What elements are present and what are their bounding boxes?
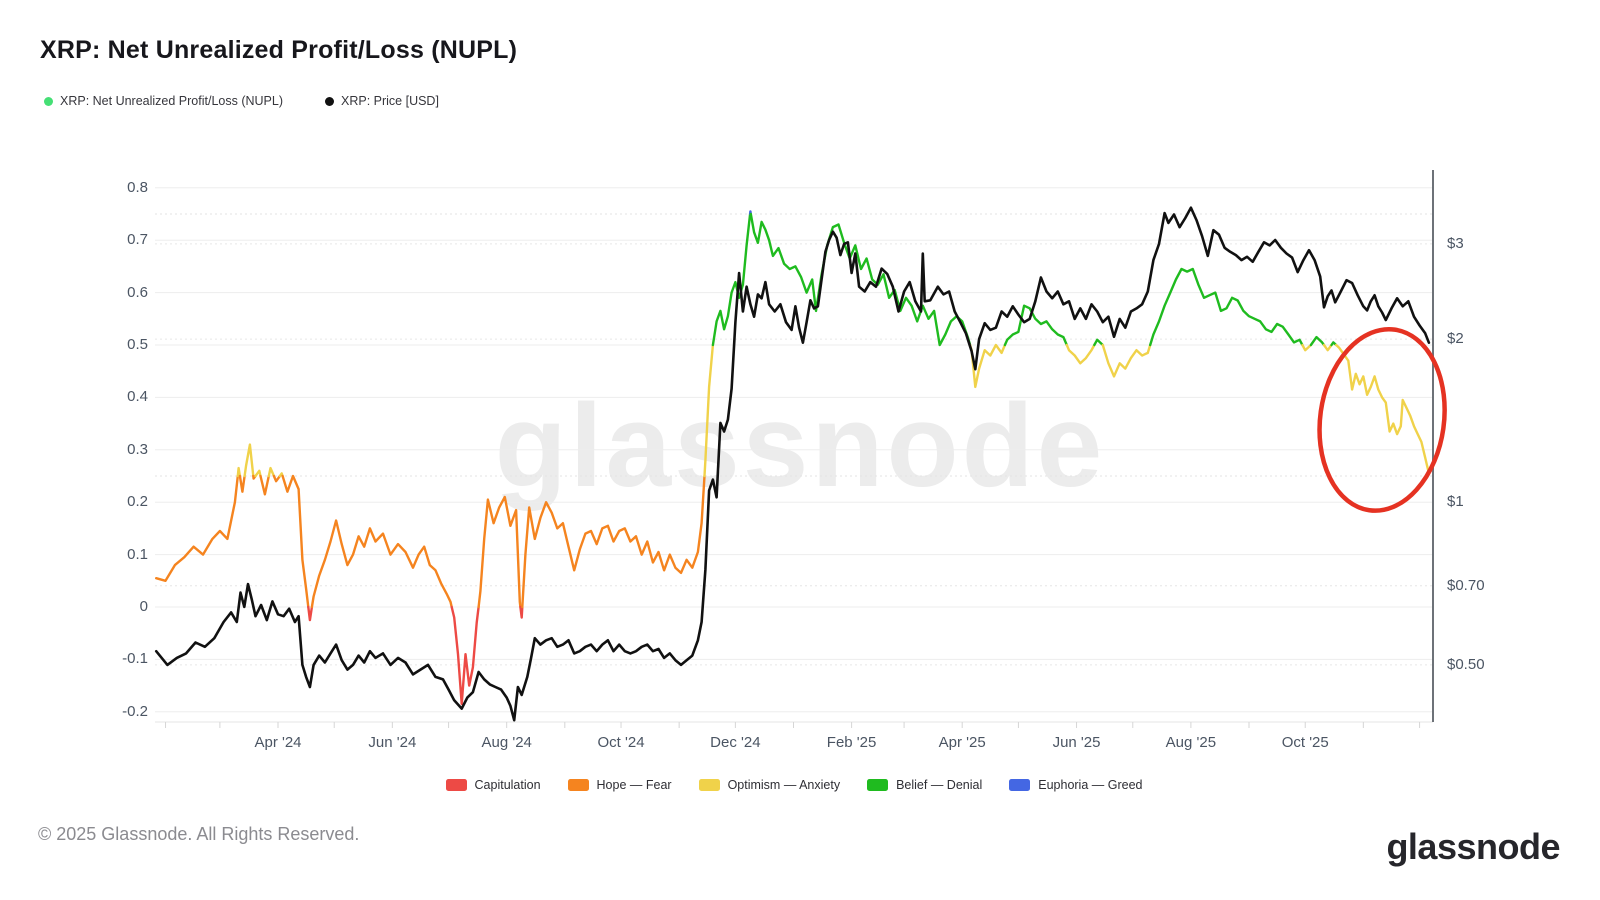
x-axis-tick-label: Aug '25 [1165,734,1217,751]
band-legend-label: Hope — Fear [596,778,672,792]
left-axis-tick-label: 0 [139,598,148,615]
band-legend-item: Hope — Fear [567,778,672,792]
left-axis-tick-label: 0.5 [127,336,148,353]
nupl-line-segment [1093,338,1105,347]
left-axis-tick-label: 0.7 [127,231,148,249]
nupl-line-segment [703,343,715,478]
left-axis-tick-label: -0.1 [122,650,148,668]
nupl-line-segment [238,474,246,493]
nupl-line-segment [477,495,522,609]
series-legend: XRP: Net Unrealized Profit/Loss (NUPL) XR… [44,94,439,108]
x-axis-tick-label: Oct '24 [597,734,645,751]
band-color-swatch [698,779,720,791]
nupl-line-segment [1322,343,1333,352]
series-legend-label: XRP: Net Unrealized Profit/Loss (NUPL) [60,94,283,108]
x-axis-tick-label: Apr '25 [938,734,986,751]
nupl-line-segment [254,469,262,478]
band-color-swatch [445,779,467,791]
highlight-ellipse-annotation [1317,326,1447,513]
price-line [154,206,1431,722]
glassnode-logo: glassnode [1386,826,1560,867]
price-series-dot-icon [325,96,334,106]
nupl-line-segment [307,605,314,622]
left-axis-tick-label: 0.4 [127,388,148,406]
nupl-line-segment [154,474,240,582]
x-axis-tick-label: Feb '25 [826,734,877,751]
band-color-swatch [1009,779,1031,791]
series-legend-item[interactable]: XRP: Price [USD] [325,94,439,108]
nupl-line-segment [236,466,242,478]
glassnode-watermark: glassnode [494,380,1106,512]
series-legend-label: XRP: Price [USD] [341,94,439,108]
x-axis-tick-label: Apr '24 [254,734,302,751]
band-legend-item: Euphoria — Greed [1009,778,1142,792]
band-legend-label: Belief — Denial [896,778,983,792]
band-legend-item: Capitulation [445,778,541,792]
nupl-band-legend: Capitulation Hope — Fear Optimism — Anxiet… [155,778,1433,792]
right-axis-tick-label: $0.70 [1447,576,1485,594]
right-axis-tick-label: $0.50 [1447,655,1485,673]
nupl-line-segment [1334,343,1431,475]
right-axis-tick-label: $2 [1447,330,1464,348]
nupl-line-segment [267,466,276,478]
band-color-swatch [567,779,589,791]
left-axis-tick-label: 0.6 [127,283,148,301]
x-axis-tick-label: Oct '25 [1281,734,1329,751]
nupl-line-segment [519,605,524,619]
nupl-line-segment [310,519,453,609]
nupl-line-segment [450,605,480,706]
x-axis-tick-label: Jun '25 [1052,734,1101,751]
left-axis-tick-label: 0.2 [127,493,148,511]
right-axis-tick-label: $3 [1447,234,1464,252]
nupl-line-segment [1065,343,1096,365]
nupl-line-segment [1330,341,1338,347]
nupl-line-segment [1301,343,1313,352]
nupl-line-segment [711,212,752,347]
copyright-text: © 2025 Glassnode. All Rights Reserved. [38,824,360,844]
band-legend-item: Belief — Denial [867,778,982,792]
nupl-line-segment [749,212,972,347]
nupl-line-segment [1003,304,1069,347]
band-legend-label: Optimism — Anxiety [727,778,841,792]
series-legend-item[interactable]: XRP: Net Unrealized Profit/Loss (NUPL) [44,94,283,108]
band-legend-label: Capitulation [474,778,541,792]
left-axis-tick-label: 0.8 [127,178,148,196]
right-axis-tick-label: $1 [1447,493,1464,510]
nupl-line-segment [259,474,270,496]
nupl-series-dot-icon [44,96,53,106]
left-axis-tick-label: 0.1 [127,545,148,563]
nupl-line-segment [1309,335,1326,347]
x-axis-tick-label: Dec '24 [710,734,761,751]
x-axis-tick-label: Jun '24 [368,734,417,751]
nupl-line-segment [243,443,255,478]
left-axis-tick-label: 0.3 [127,440,148,458]
nupl-line-segment [1101,343,1152,378]
nupl-line-segment [521,474,706,609]
band-legend-label: Euphoria — Greed [1038,778,1143,792]
x-axis-tick-label: Aug '24 [481,734,532,751]
left-axis-tick-label: -0.2 [122,702,148,720]
page-title: XRP: Net Unrealized Profit/Loss (NUPL) [40,36,518,64]
nupl-line-segment [272,474,282,483]
band-legend-item: Optimism — Anxiety [698,778,841,792]
nupl-line-segment [1148,267,1304,347]
nupl-line-segment [281,474,310,609]
band-color-swatch [867,779,889,791]
